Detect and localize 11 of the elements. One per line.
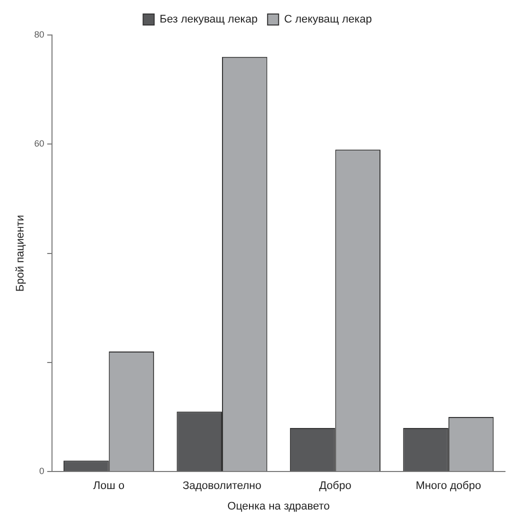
y-tick-label: 80 bbox=[34, 29, 44, 40]
x-tick-label: Добро bbox=[319, 480, 352, 492]
y-tick-label: 0 bbox=[39, 466, 44, 476]
x-axis-title: Оценка на здравето bbox=[227, 500, 330, 512]
x-tick-label: Лош о bbox=[93, 480, 124, 492]
legend-label: С лекуващ лекар bbox=[284, 14, 372, 26]
y-axis-title: Брой пациенти bbox=[14, 215, 27, 292]
x-tick-label: Задоволително bbox=[182, 480, 262, 492]
y-tick-label: 60 bbox=[34, 138, 44, 149]
x-tick-label: Много добро bbox=[416, 480, 482, 492]
legend-label: Без лекуващ лекар bbox=[160, 14, 258, 26]
